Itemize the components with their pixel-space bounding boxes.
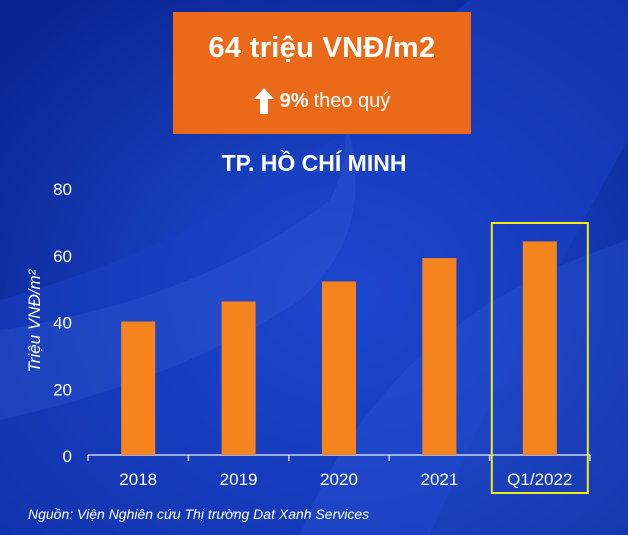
bar	[121, 321, 156, 455]
x-tick-label: 2018	[119, 470, 157, 489]
bar	[221, 301, 256, 455]
x-tick-label: 2021	[420, 470, 458, 489]
callout-change: 9% theo quý	[173, 88, 471, 114]
callout-value: 64 triệu VNĐ/m2	[208, 32, 436, 64]
x-tick-label: 2019	[220, 470, 258, 489]
x-tick-label: Q1/2022	[507, 470, 572, 489]
x-tick-label: 2020	[320, 470, 358, 489]
bar	[422, 258, 457, 455]
highlight-box	[490, 222, 589, 494]
change-percent: 9%	[279, 89, 309, 112]
y-tick-label: 40	[53, 314, 72, 333]
chart-title: TP. HỒ CHÍ MINH	[221, 150, 407, 176]
source-note: Nguồn: Viện Nghiên cứu Thị trường Dat Xa…	[28, 506, 370, 522]
y-axis-label: Triệu VNĐ/m²	[25, 268, 44, 372]
y-tick-label: 20	[53, 380, 72, 399]
callout-box: 64 triệu VNĐ/m2 9% theo quý	[173, 12, 471, 134]
y-tick-label: 80	[53, 180, 72, 199]
bar	[522, 241, 557, 455]
change-label: theo quý	[313, 89, 391, 112]
arrow-up-icon	[253, 88, 274, 114]
y-tick-label: 60	[53, 247, 72, 266]
bar	[322, 281, 356, 455]
y-tick-label: 0	[63, 447, 72, 466]
